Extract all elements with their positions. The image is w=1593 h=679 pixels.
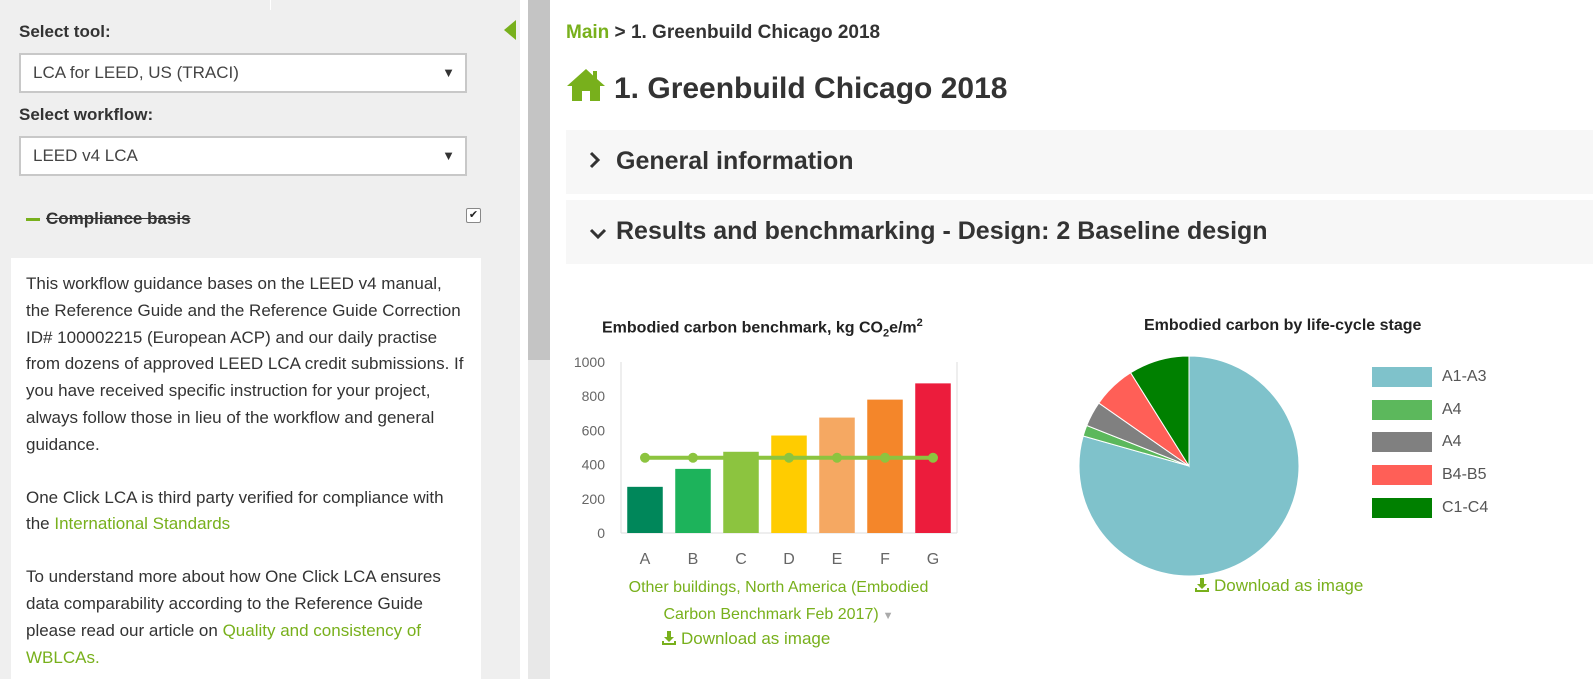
legend-label: C1-C4: [1442, 498, 1489, 516]
pie-chart-title: Embodied carbon by life-cycle stage: [1144, 317, 1422, 334]
select-tool-label: Select tool:: [19, 22, 111, 41]
y-tick-label: 400: [582, 457, 606, 473]
download-label: Download as image: [1214, 576, 1364, 595]
benchmark-point[interactable]: [640, 452, 650, 463]
download-benchmark-button[interactable]: Download as image: [661, 629, 830, 649]
legend-swatch: [1372, 432, 1432, 453]
download-label: Download as image: [681, 629, 831, 648]
legend-label: A1-A3: [1442, 368, 1487, 385]
benchmark-bar-chart: 0 200 400 600 800 1000 A B C D E F G: [574, 354, 958, 568]
sidebar-divider: [270, 0, 271, 10]
bar-E[interactable]: [819, 417, 855, 533]
dropdown-caret-icon: ▼: [442, 148, 455, 163]
workflow-guidance-panel: This workflow guidance bases on the LEED…: [11, 258, 481, 679]
legend-swatch: [1372, 465, 1432, 486]
legend-label: B4-B5: [1442, 466, 1487, 484]
bar-A[interactable]: [627, 486, 663, 533]
legend-swatch: [1372, 497, 1432, 518]
guidance-text: To understand more about how One Click L…: [26, 567, 441, 640]
guidance-paragraph: One Click LCA is third party verified fo…: [26, 485, 466, 539]
tool-select-value: LCA for LEED, US (TRACI): [33, 63, 239, 82]
breadcrumb-main-link[interactable]: Main: [566, 22, 610, 43]
pie-slice-c1-c4[interactable]: [1129, 355, 1190, 468]
sidebar: Select tool: LCA for LEED, US (TRACI) ▼ …: [0, 0, 520, 679]
download-pie-button[interactable]: Download as image: [1194, 576, 1363, 596]
y-tick-label: 200: [582, 491, 606, 507]
main-content: Main > 1. Greenbuild Chicago 2018 1. Gre…: [566, 0, 1593, 679]
section-title: General information: [616, 147, 854, 175]
bar-F[interactable]: [867, 399, 903, 533]
collapse-minus-icon[interactable]: [26, 218, 40, 221]
collapse-sidebar-icon[interactable]: [504, 20, 516, 40]
legend-swatch: [1372, 367, 1432, 387]
page-title-text: 1. Greenbuild Chicago 2018: [614, 72, 1008, 105]
lifecycle-pie-chart: [1078, 355, 1300, 577]
guidance-paragraph: This workflow guidance bases on the LEED…: [26, 274, 464, 454]
y-tick-label: 800: [582, 388, 606, 404]
benchmark-point[interactable]: [832, 452, 842, 463]
workflow-select-value: LEED v4 LCA: [33, 146, 138, 165]
download-icon: [1195, 578, 1209, 592]
select-workflow-label: Select workflow:: [19, 105, 154, 124]
bar-B[interactable]: [675, 468, 711, 533]
sidebar-scrollbar-thumb[interactable]: [528, 0, 550, 360]
guidance-text: One Click LCA is third party verified fo…: [26, 487, 444, 534]
home-icon: [567, 69, 605, 101]
x-tick-label: C: [735, 551, 747, 568]
bar-D[interactable]: [771, 435, 807, 533]
benchmark-caption[interactable]: Other buildings, North America (Embodied…: [616, 574, 941, 630]
benchmark-point[interactable]: [880, 452, 890, 463]
breadcrumb-separator: >: [609, 22, 631, 43]
x-tick-label: B: [688, 551, 699, 568]
international-standards-link[interactable]: International Standards: [54, 514, 231, 534]
download-icon: [662, 631, 676, 645]
caption-dropdown-icon[interactable]: ▼: [882, 610, 894, 622]
pie-legend: A1-A3 A4 A4 B4-B5 C1-C4: [1372, 367, 1572, 537]
benchmark-point[interactable]: [784, 452, 794, 463]
section-title: Results and benchmarking - Design: 2 Bas…: [616, 217, 1268, 245]
x-tick-label: A: [640, 551, 651, 568]
legend-label: A4: [1442, 433, 1462, 451]
bar-C[interactable]: [723, 451, 759, 533]
x-tick-label: F: [880, 551, 890, 568]
benchmark-point[interactable]: [736, 452, 746, 463]
compliance-checkbox[interactable]: ✔: [466, 208, 481, 223]
legend-label: A4: [1442, 400, 1462, 418]
page-title: 1. Greenbuild Chicago 2018: [566, 68, 1007, 106]
quality-consistency-link[interactable]: Quality and consistency of WBLCAs.: [26, 620, 422, 667]
breadcrumb: Main > 1. Greenbuild Chicago 2018: [566, 22, 880, 44]
section-results-benchmarking[interactable]: Results and benchmarking - Design: 2 Bas…: [566, 200, 1593, 264]
chevron-down-icon: [588, 224, 608, 247]
tool-select[interactable]: LCA for LEED, US (TRACI) ▼: [19, 53, 467, 93]
benchmark-point[interactable]: [688, 452, 698, 463]
legend-swatch: [1372, 399, 1432, 420]
breadcrumb-current: 1. Greenbuild Chicago 2018: [630, 22, 881, 43]
chevron-right-icon: [588, 150, 602, 176]
y-tick-label: 1000: [574, 354, 605, 370]
guidance-paragraph: To understand more about how One Click L…: [26, 564, 466, 671]
x-tick-label: G: [927, 551, 939, 568]
x-tick-label: D: [783, 551, 795, 568]
section-general-information[interactable]: General information: [566, 130, 1593, 194]
compliance-basis-label: Compliance basis: [46, 209, 191, 228]
x-tick-label: E: [832, 551, 843, 568]
benchmark-point[interactable]: [928, 452, 938, 463]
workflow-select[interactable]: LEED v4 LCA ▼: [19, 136, 467, 176]
benchmark-chart-title: Embodied carbon benchmark, kg CO2e/m2: [602, 317, 923, 340]
dropdown-caret-icon: ▼: [442, 65, 455, 80]
compliance-basis-row[interactable]: Compliance basis ✔: [26, 208, 481, 233]
benchmark-caption-text: Other buildings, North America (Embodied…: [628, 579, 929, 623]
y-tick-label: 600: [582, 422, 606, 438]
y-tick-label: 0: [597, 525, 605, 541]
